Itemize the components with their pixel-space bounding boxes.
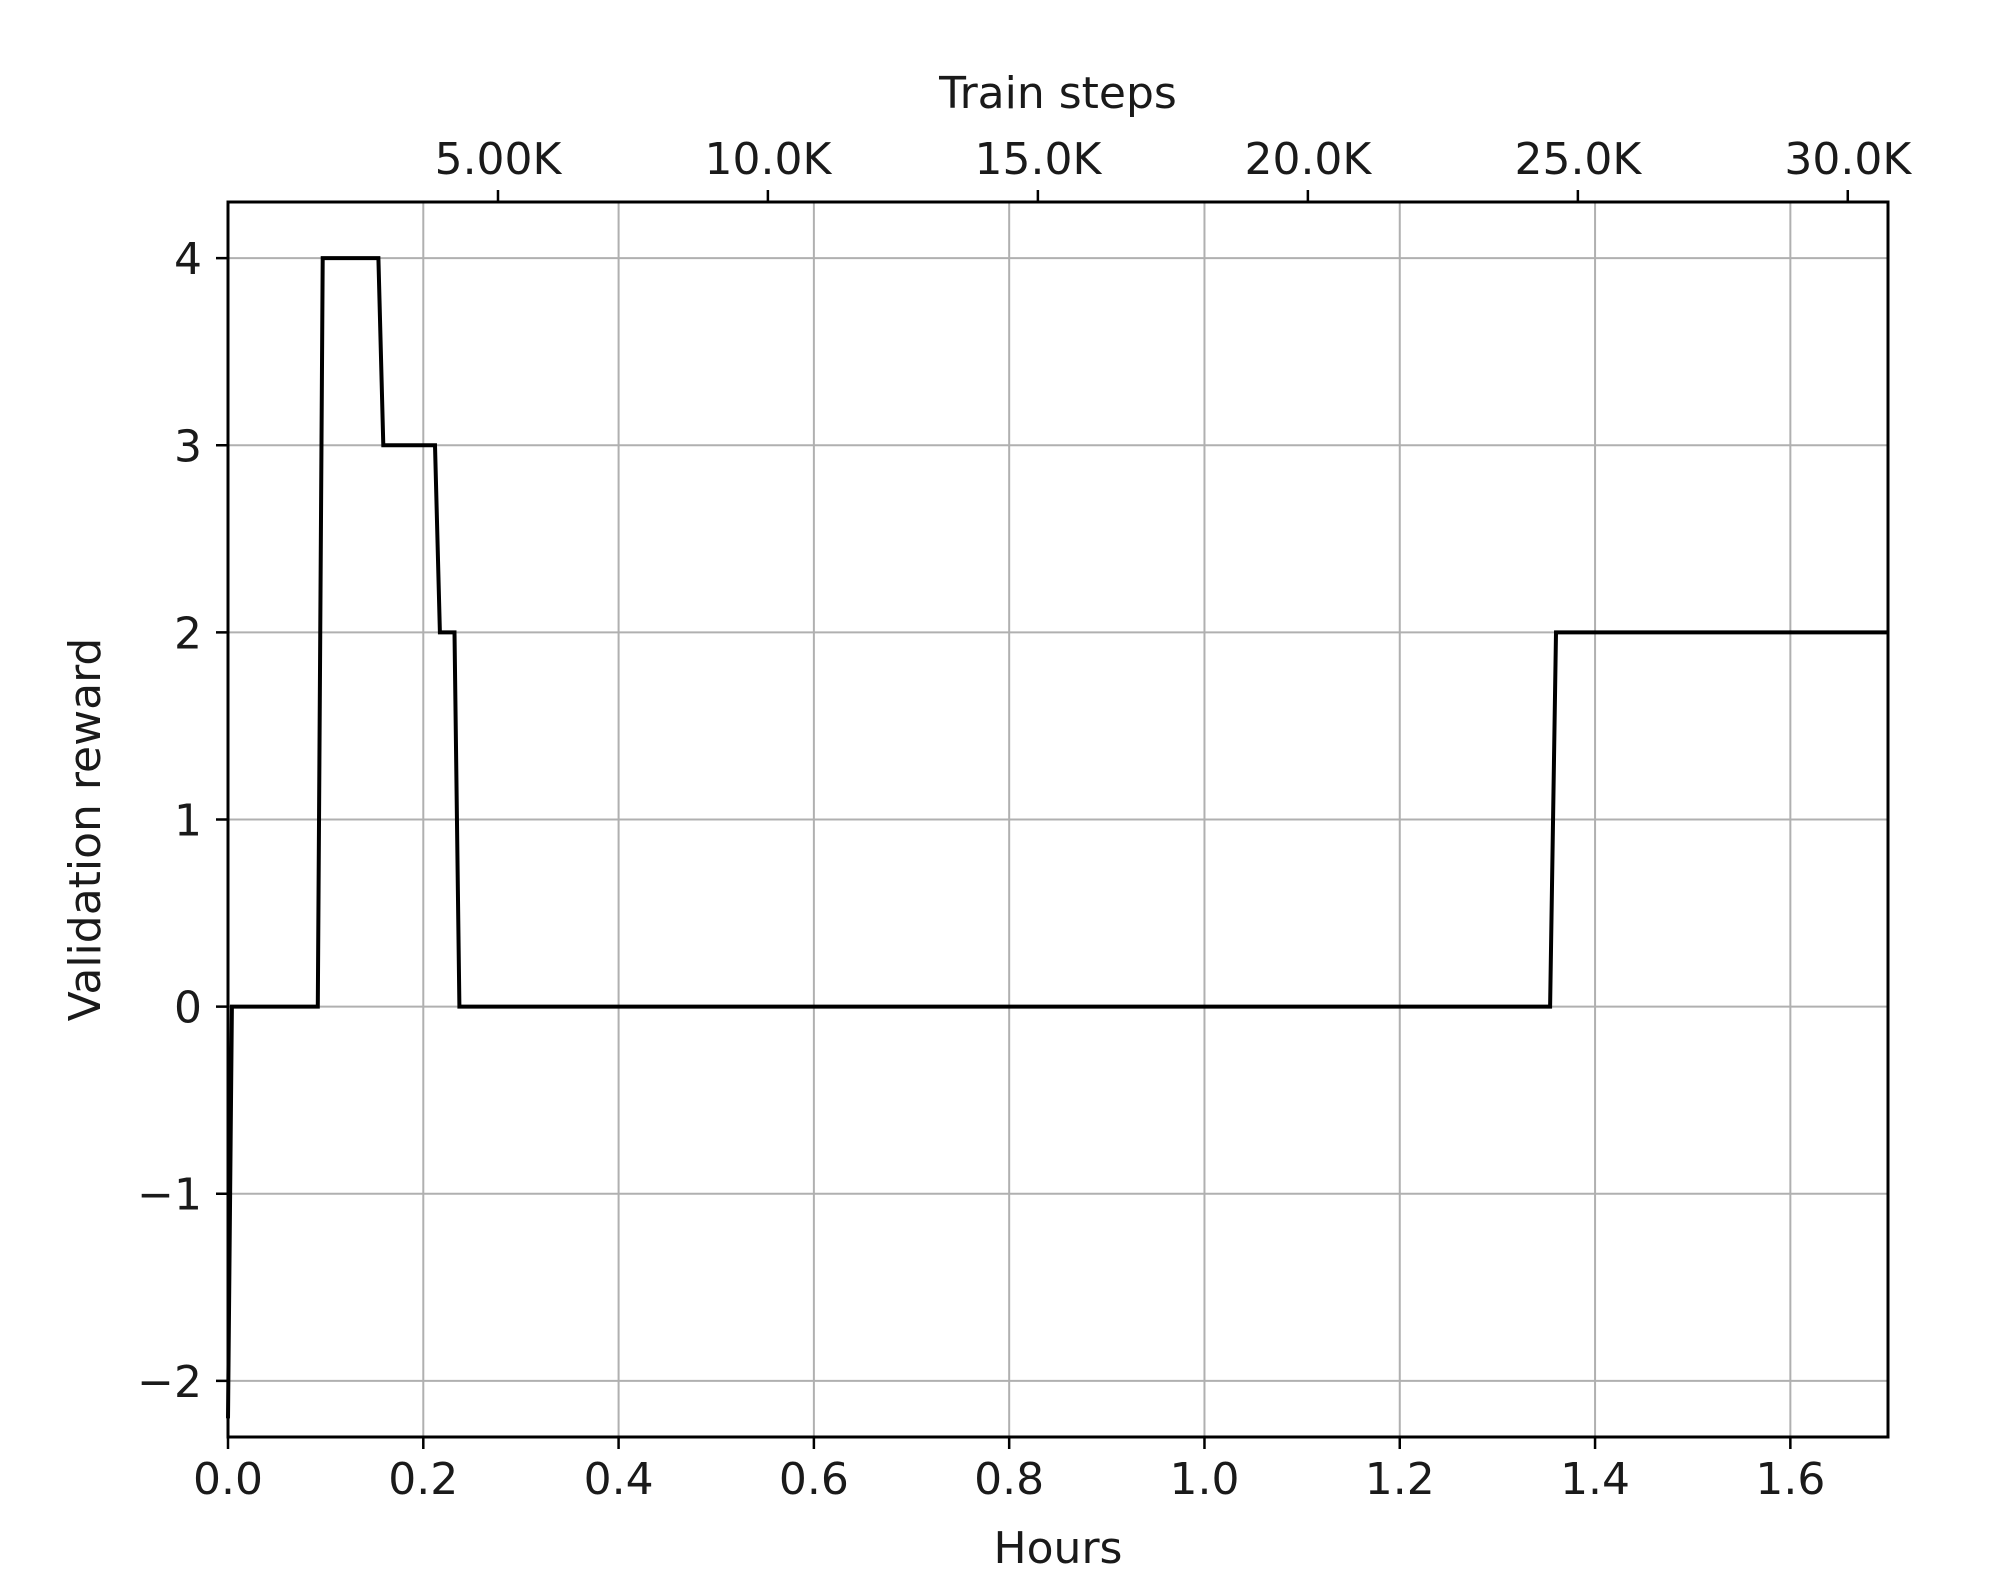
y-tick-label: 3 — [174, 421, 202, 472]
x-tick-label: 0.6 — [779, 1454, 849, 1505]
y-tick-label: 2 — [174, 608, 202, 659]
x-tick-label: 0.2 — [388, 1454, 458, 1505]
top-x-tick-label: 5.00K — [435, 134, 563, 185]
y-tick-label: 4 — [174, 234, 202, 285]
x-tick-label: 1.4 — [1560, 1454, 1630, 1505]
grid — [227, 202, 1888, 1437]
y-tick-label: −2 — [137, 1357, 202, 1408]
y-tick-label: 1 — [174, 796, 202, 847]
x-tick-label: 0.8 — [974, 1454, 1044, 1505]
top-x-tick-label: 25.0K — [1514, 134, 1642, 185]
top-x-tick-label: 20.0K — [1244, 134, 1372, 185]
top-x-axis-label: Train steps — [938, 68, 1177, 119]
x-tick-label: 1.2 — [1365, 1454, 1435, 1505]
x-axis-label: Hours — [994, 1523, 1123, 1574]
series-line-0 — [226, 256, 1888, 1419]
top-x-tick-label: 30.0K — [1784, 134, 1912, 185]
top-x-tick-label: 15.0K — [974, 134, 1102, 185]
y-tick-label: −1 — [137, 1170, 202, 1221]
x-tick-label: 1.0 — [1169, 1454, 1239, 1505]
series-layer — [226, 256, 1888, 1419]
x-tick-label: 0.0 — [193, 1454, 263, 1505]
top-x-tick-label: 10.0K — [704, 134, 832, 185]
tick-labels: 0.0 0.2 0.4 0.6 0.8 1.0 1.2 1.4 1.6 −2 −1 0 1 2 3 4 5.00… — [137, 134, 1912, 1505]
x-tick-label: 1.6 — [1755, 1454, 1825, 1505]
y-tick-label: 0 — [174, 983, 202, 1034]
x-tick-label: 0.4 — [584, 1454, 654, 1505]
y-axis-label: Validation reward — [60, 638, 111, 1022]
axes — [216, 190, 1890, 1449]
